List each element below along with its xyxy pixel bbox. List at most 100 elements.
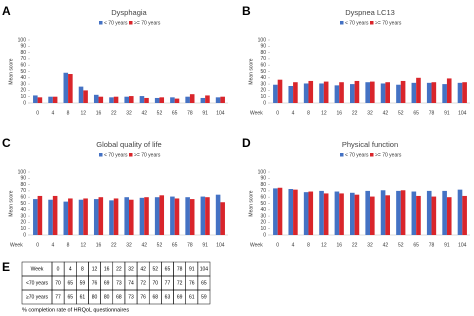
- table-text: 70: [55, 280, 61, 286]
- table-text: 65: [67, 280, 73, 286]
- table-text: 77: [55, 294, 61, 300]
- bar: [380, 83, 386, 103]
- bar: [277, 187, 283, 235]
- y-tick-label: 0: [263, 100, 266, 106]
- bar: [200, 97, 206, 103]
- x-tick-label: 91: [202, 110, 208, 116]
- y-tick-label: 40: [20, 75, 26, 81]
- y-tick-label: 30: [260, 213, 266, 219]
- x-axis-label: Week: [10, 242, 23, 248]
- x-tick-label: 32: [126, 110, 132, 116]
- bar: [370, 196, 375, 235]
- x-tick-label: 0: [276, 110, 279, 116]
- legend-label: >= 70 years: [134, 152, 161, 158]
- bar: [33, 95, 38, 103]
- bar: [277, 79, 283, 103]
- x-tick-label: 52: [398, 110, 404, 116]
- bar: [446, 78, 452, 103]
- y-tick-label: 50: [260, 69, 266, 75]
- legend-label: < 70 years: [104, 20, 128, 26]
- table-text: 76: [140, 294, 146, 300]
- legend-label: >= 70 years: [134, 20, 161, 26]
- x-tick-label: 32: [126, 242, 132, 248]
- bar: [446, 197, 452, 235]
- y-axis-label: Mean score: [248, 190, 254, 216]
- bar: [124, 96, 129, 103]
- bar: [442, 190, 447, 235]
- table-text: 73: [116, 280, 122, 286]
- table-text: 72: [140, 280, 146, 286]
- x-tick-label: 65: [413, 242, 419, 248]
- x-tick-label: 22: [352, 110, 358, 116]
- table-text: 61: [80, 294, 86, 300]
- bar: [431, 82, 437, 103]
- y-tick-label: 10: [260, 94, 266, 100]
- y-tick-label: 100: [18, 37, 27, 43]
- table-text: 70: [153, 280, 159, 286]
- y-tick-label: 10: [260, 226, 266, 232]
- bar: [52, 195, 58, 235]
- y-tick-label: 90: [260, 44, 266, 50]
- x-tick-label: 42: [383, 242, 389, 248]
- x-tick-label: 22: [352, 242, 358, 248]
- bar: [370, 81, 375, 103]
- bar: [308, 191, 314, 235]
- bar: [170, 196, 175, 235]
- x-tick-label: 22: [111, 242, 117, 248]
- bar: [354, 80, 360, 103]
- x-axis-label: Week: [250, 110, 263, 116]
- y-tick-label: 20: [260, 88, 266, 94]
- bar: [411, 191, 417, 235]
- table-text: 73: [128, 294, 134, 300]
- table-text: 76: [92, 280, 98, 286]
- bar: [339, 193, 344, 235]
- x-tick-label: 91: [202, 242, 208, 248]
- y-tick-label: 80: [20, 50, 26, 56]
- x-tick-label: 104: [458, 110, 467, 116]
- bar: [78, 86, 84, 103]
- table-text: 63: [165, 294, 171, 300]
- table-text: 65: [67, 294, 73, 300]
- table-text: 80: [92, 294, 98, 300]
- y-tick-label: 80: [20, 182, 26, 188]
- bar: [63, 72, 69, 103]
- x-tick-label: 52: [157, 110, 163, 116]
- chart-title: Dyspnea LC13: [345, 8, 395, 17]
- legend-swatch: [99, 153, 103, 157]
- panel-letter: B: [242, 4, 251, 18]
- bar: [303, 192, 309, 235]
- bar: [174, 198, 180, 235]
- bar: [273, 84, 278, 103]
- bar: [303, 83, 309, 103]
- bar: [37, 195, 43, 235]
- y-tick-label: 0: [23, 232, 26, 238]
- bar: [83, 90, 88, 103]
- bar: [334, 85, 340, 103]
- y-tick-label: 100: [258, 169, 267, 175]
- bar: [113, 96, 119, 103]
- table-text: 16: [104, 266, 110, 272]
- bar: [308, 80, 314, 103]
- bar: [426, 190, 432, 235]
- x-tick-label: 22: [111, 110, 117, 116]
- x-tick-label: 4: [51, 110, 54, 116]
- bar: [129, 96, 134, 103]
- x-tick-label: 91: [444, 242, 450, 248]
- table-text: 4: [69, 266, 72, 272]
- x-tick-label: 32: [367, 242, 373, 248]
- x-tick-label: 12: [81, 110, 87, 116]
- y-tick-label: 40: [260, 75, 266, 81]
- x-tick-label: 104: [458, 242, 467, 248]
- bar: [293, 189, 298, 235]
- x-tick-label: 0: [36, 242, 39, 248]
- bar: [385, 82, 390, 103]
- x-tick-label: 91: [444, 110, 450, 116]
- bar: [215, 194, 221, 235]
- y-tick-label: 70: [20, 56, 26, 62]
- x-tick-label: 12: [321, 110, 327, 116]
- table-text: 68: [153, 294, 159, 300]
- y-tick-label: 50: [20, 69, 26, 75]
- bar: [124, 197, 129, 235]
- y-tick-label: 0: [263, 232, 266, 238]
